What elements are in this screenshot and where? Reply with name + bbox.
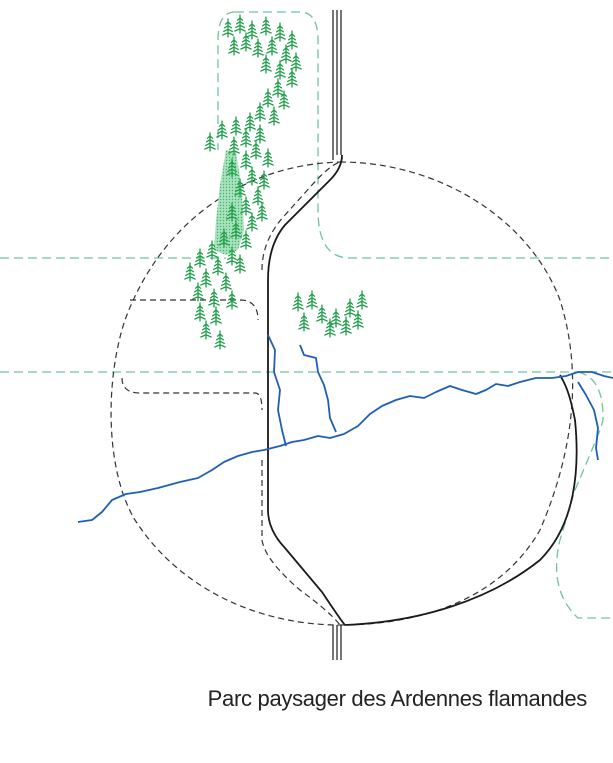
tree-icon — [246, 212, 258, 232]
tree-icon — [246, 166, 258, 186]
tree-icon — [244, 112, 256, 132]
tree-icon — [274, 22, 286, 42]
tree-icon — [218, 228, 230, 248]
tree-icon — [228, 36, 240, 56]
dashed-road-lower — [121, 377, 263, 411]
tributary-center — [299, 344, 337, 433]
tree-icon — [274, 60, 286, 80]
tree-icon — [324, 318, 336, 338]
tree-icon — [210, 306, 222, 326]
tree-icon — [200, 268, 212, 288]
tree-icon — [252, 38, 264, 58]
dashed-inner-top — [261, 161, 341, 271]
tree-icon — [216, 120, 228, 140]
dashed-road-upper — [130, 299, 259, 321]
tree-icon — [234, 178, 246, 198]
tree-icon — [204, 132, 216, 152]
tree-icon — [184, 262, 196, 282]
dashed-inner-left — [261, 460, 341, 626]
tree-icon — [228, 136, 240, 156]
tree-icon — [214, 330, 226, 350]
tree-icon — [268, 106, 280, 126]
tree-icon — [226, 202, 238, 222]
tree-icon — [250, 140, 262, 160]
forest-trees — [184, 14, 368, 350]
tree-icon — [194, 248, 206, 268]
tree-icon — [240, 196, 252, 216]
tree-icon — [266, 36, 278, 56]
tributary-west — [267, 334, 287, 447]
forest-meadow — [214, 150, 244, 255]
tree-icon — [240, 230, 252, 250]
tree-icon — [206, 240, 218, 260]
main-river — [77, 371, 613, 523]
tree-icon — [240, 150, 252, 170]
tree-icon — [256, 202, 268, 222]
tree-icon — [222, 18, 234, 38]
north-corridor — [235, 11, 613, 259]
tree-icon — [208, 288, 220, 308]
tree-icon — [212, 256, 224, 276]
tree-icon — [262, 88, 274, 108]
tree-icon — [252, 186, 264, 206]
tree-icon — [240, 32, 252, 52]
tree-icon — [290, 52, 302, 72]
north-corridor-west-edge — [217, 11, 236, 150]
tree-icon — [306, 290, 318, 310]
tree-icon — [254, 102, 266, 122]
map-caption: Parc paysager des Ardennes flamandes — [207, 686, 588, 711]
tree-icon — [280, 44, 292, 64]
park-map — [0, 10, 613, 660]
tree-icon — [246, 20, 258, 40]
tree-icon — [230, 116, 242, 136]
dashed-circle — [110, 161, 574, 626]
dashed-boundaries — [110, 161, 574, 626]
tree-icon — [286, 30, 298, 50]
tree-icon — [220, 272, 232, 292]
tree-icon — [316, 304, 328, 324]
tree-icon — [330, 308, 342, 328]
tree-icon — [234, 14, 246, 34]
tree-icon — [226, 246, 238, 266]
solid-boundary — [267, 154, 578, 626]
tree-icon — [344, 298, 356, 318]
east-corridor — [555, 371, 613, 619]
tree-icon — [192, 282, 204, 302]
tree-icon — [240, 128, 252, 148]
green-corridors — [0, 11, 613, 619]
tree-icon — [356, 290, 368, 310]
tributary-east — [577, 381, 599, 461]
tree-icon — [262, 148, 274, 168]
tree-icon — [260, 16, 272, 36]
tree-icon — [230, 220, 242, 240]
tree-icon — [292, 292, 304, 312]
tree-icon — [194, 302, 206, 322]
tree-icon — [278, 90, 290, 110]
tree-icon — [260, 54, 272, 74]
tree-icon — [286, 68, 298, 88]
rivers — [77, 334, 613, 523]
tree-icon — [200, 320, 212, 340]
tree-icon — [340, 316, 352, 336]
tree-icon — [254, 124, 266, 144]
tree-icon — [234, 254, 246, 274]
railway — [332, 10, 342, 660]
tree-icon — [258, 170, 270, 190]
tree-icon — [352, 310, 364, 330]
tree-icon — [298, 312, 310, 332]
tree-icon — [226, 158, 238, 178]
tree-icon — [272, 78, 284, 98]
tree-icon — [226, 290, 238, 310]
